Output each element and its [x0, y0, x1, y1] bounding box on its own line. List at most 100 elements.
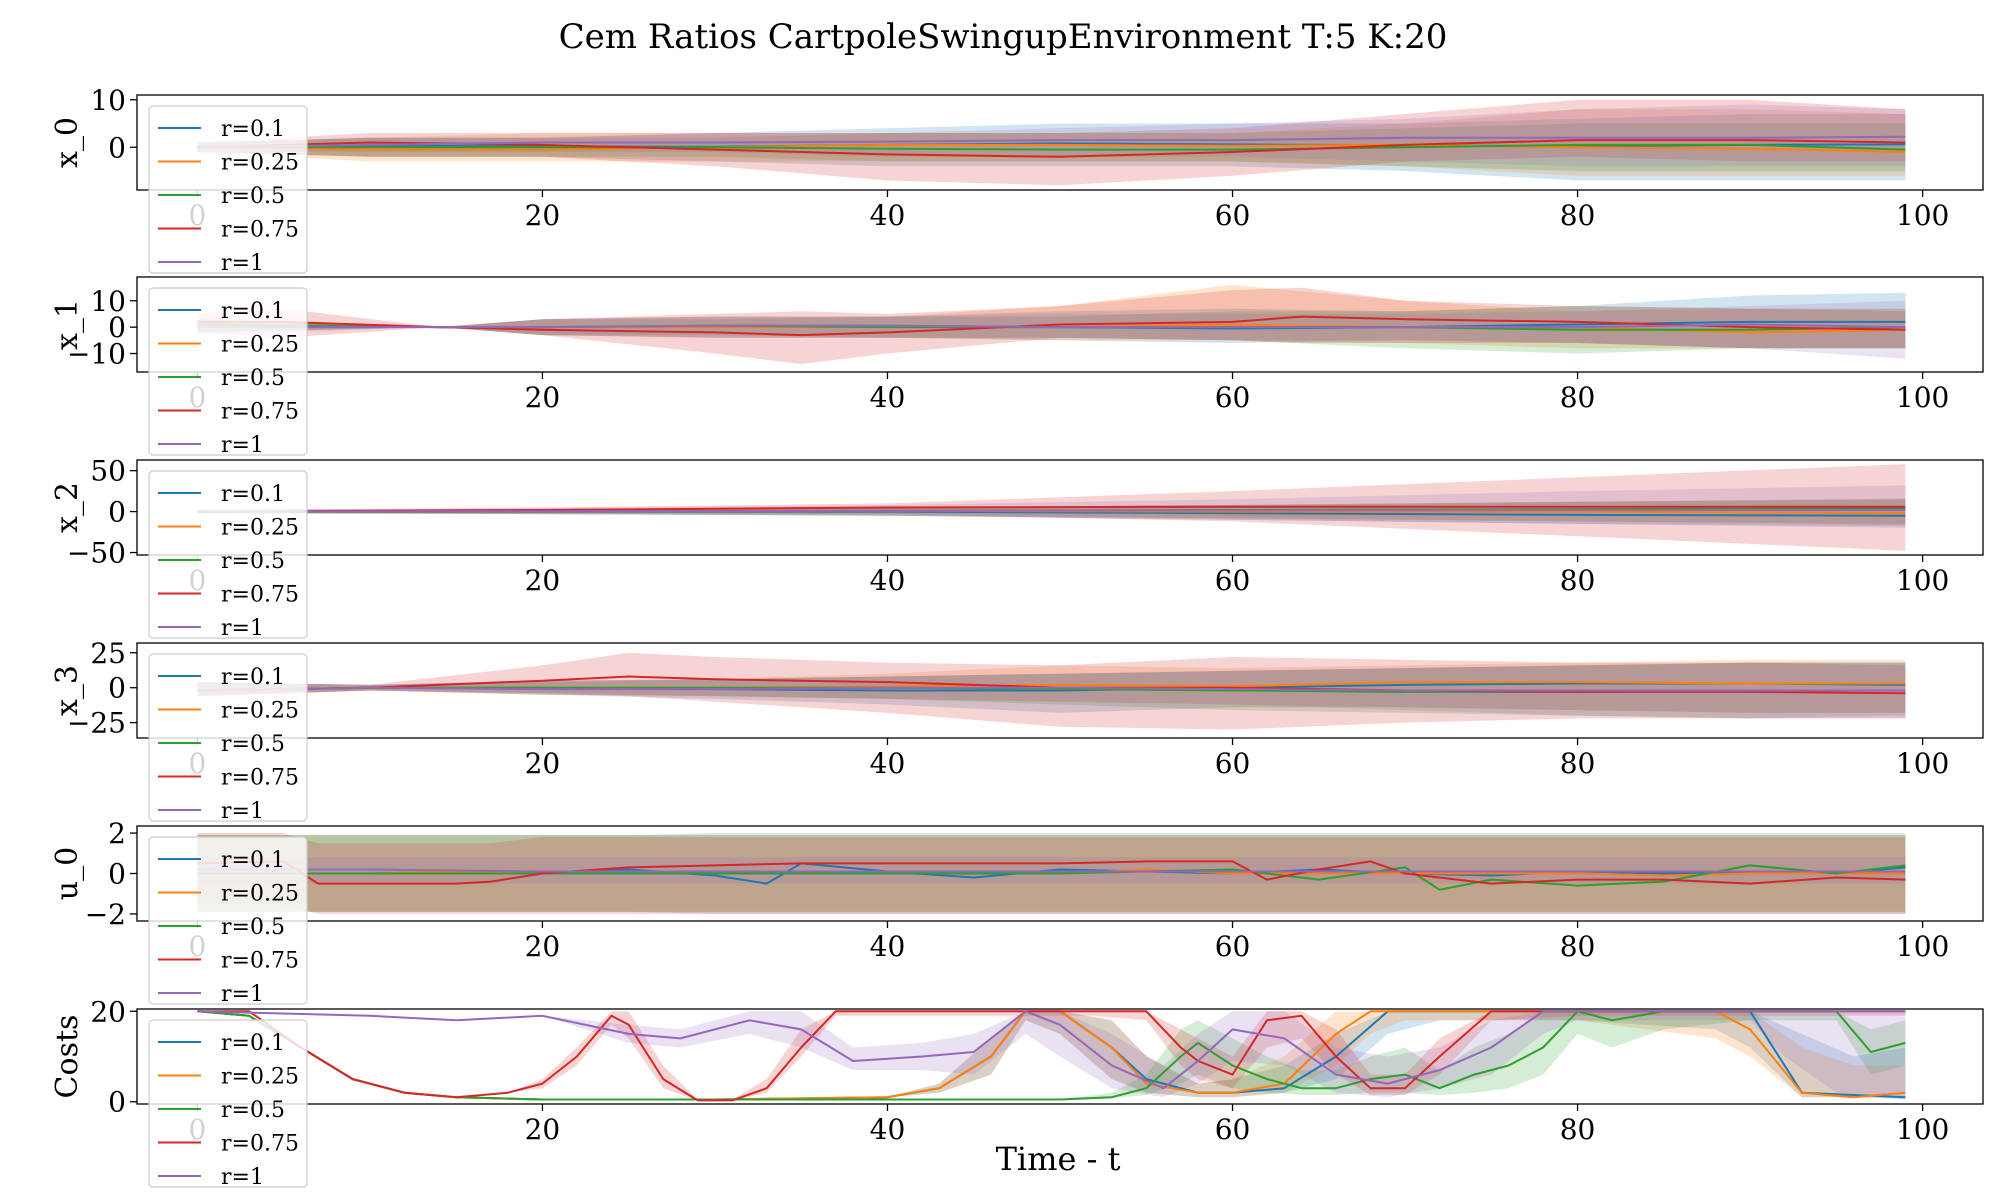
y-tick-label: 10 — [90, 84, 126, 117]
y-tick-label: 0 — [108, 1086, 126, 1119]
legend-entry: r=0.25 — [221, 882, 299, 907]
x-tick-label: 60 — [1215, 1113, 1251, 1146]
legend-entry: r=0.1 — [221, 482, 285, 507]
axes-frame — [136, 276, 1984, 373]
y-tick-label: −2 — [85, 898, 126, 931]
legend-entry: r=1 — [221, 433, 264, 458]
band-r=0.1 — [197, 114, 1906, 181]
legend-box — [148, 105, 308, 274]
legend-entry: r=0.75 — [221, 583, 299, 608]
legend-entry: r=0.75 — [221, 1132, 299, 1157]
legend-entry: r=0.25 — [221, 1065, 299, 1090]
line-r=1 — [197, 868, 1906, 873]
y-tick-label: 10 — [90, 285, 126, 318]
legend-entry: r=0.1 — [221, 848, 285, 873]
subplot-Costs: 020406080100020Costsr=0.1r=0.25r=0.5r=0.… — [50, 995, 1984, 1190]
mean-lines — [197, 135, 1906, 158]
x-tick-label: 100 — [1896, 747, 1949, 780]
legend-entry: r=0.5 — [221, 549, 285, 574]
x-tick-label: 40 — [870, 381, 906, 414]
legend-box — [148, 470, 308, 639]
subplot-x_0: 020406080100010x_0r=0.1r=0.25r=0.5r=0.75… — [50, 84, 1984, 276]
legend: r=0.1 r=0.25 r=0.5 r=0.75 r=1 — [148, 105, 308, 276]
legend-entry: r=0.1 — [221, 299, 285, 324]
band-r=0.5 — [197, 123, 1906, 171]
legend-entry: r=0.5 — [221, 366, 285, 391]
x-tick-label: 20 — [525, 199, 561, 232]
x-tick-label: 100 — [1896, 930, 1949, 963]
x-tick-label: 60 — [1215, 381, 1251, 414]
axes-frame — [136, 94, 1984, 191]
y-axis-label: x_2 — [50, 482, 85, 533]
legend-entry: r=0.25 — [221, 151, 299, 176]
band-r=1 — [197, 104, 1906, 167]
confidence-bands — [197, 1011, 1906, 1101]
x-tick-label: 40 — [870, 747, 906, 780]
x-tick-label: 60 — [1215, 564, 1251, 597]
x-tick-label: 20 — [525, 564, 561, 597]
x-tick-label: 40 — [870, 564, 906, 597]
legend-entry: r=1 — [221, 799, 264, 824]
band-r=0.1 — [197, 292, 1906, 349]
x-tick-label: 60 — [1215, 930, 1251, 963]
legend-entry: r=0.1 — [221, 665, 285, 690]
subplot-x_2: 020406080100−50050x_2r=0.1r=0.25r=0.5r=0… — [50, 455, 1984, 641]
legend: r=0.1 r=0.25 r=0.5 r=0.75 r=1 — [148, 653, 308, 824]
y-tick-label: 20 — [90, 995, 126, 1028]
x-tick-label: 100 — [1896, 199, 1949, 232]
x-tick-label: 80 — [1560, 930, 1596, 963]
x-tick-label: 100 — [1896, 564, 1949, 597]
y-tick-label: −10 — [67, 338, 126, 371]
line-r=1 — [197, 323, 1906, 329]
legend-box — [148, 653, 308, 822]
legend: r=0.1 r=0.25 r=0.5 r=0.75 r=1 — [148, 470, 308, 641]
legend-entry: r=0.1 — [221, 1031, 285, 1056]
subplot-u_0: 020406080100−202u_0r=0.1r=0.25r=0.5r=0.7… — [50, 817, 1984, 1007]
legend-entry: r=0.25 — [221, 516, 299, 541]
legend-entry: r=0.75 — [221, 766, 299, 791]
y-tick-label: 0 — [108, 496, 126, 529]
y-axis-label: x_3 — [50, 665, 85, 716]
legend-entry: r=1 — [221, 251, 264, 276]
x-tick-label: 80 — [1560, 381, 1596, 414]
band-r=0.5 — [197, 1011, 1906, 1100]
x-tick-label: 20 — [525, 381, 561, 414]
legend-box — [148, 1019, 308, 1188]
x-tick-label: 40 — [870, 199, 906, 232]
x-tick-label: 60 — [1215, 199, 1251, 232]
legend-entry: r=0.1 — [221, 117, 285, 142]
band-r=0.25 — [197, 659, 1906, 713]
line-r=1 — [197, 686, 1906, 692]
legend-entry: r=0.5 — [221, 1098, 285, 1123]
subplot-stack: 020406080100010x_0r=0.1r=0.25r=0.5r=0.75… — [50, 84, 1984, 1190]
legend-entry: r=0.75 — [221, 949, 299, 974]
figure-title: Cem Ratios CartpoleSwingupEnvironment T:… — [559, 17, 1448, 57]
legend-entry: r=0.25 — [221, 699, 299, 724]
line-r=1 — [197, 135, 1906, 149]
y-axis-label: x_0 — [50, 117, 85, 168]
x-tick-label: 80 — [1560, 1113, 1596, 1146]
line-r=0.75 — [197, 505, 1906, 513]
band-r=1 — [197, 300, 1906, 359]
legend-entry: r=0.75 — [221, 400, 299, 425]
mean-lines — [197, 675, 1906, 695]
x-tick-label: 20 — [525, 1113, 561, 1146]
subplot-x_3: 020406080100−25025x_3r=0.1r=0.25r=0.5r=0… — [50, 637, 1984, 824]
band-r=0.1 — [197, 1011, 1906, 1100]
x-tick-label: 80 — [1560, 199, 1596, 232]
x-tick-label: 40 — [870, 1113, 906, 1146]
legend-entry: r=0.5 — [221, 184, 285, 209]
legend-entry: r=0.5 — [221, 915, 285, 940]
line-r=1 — [197, 509, 1906, 513]
legend-entry: r=1 — [221, 1165, 264, 1190]
legend-entry: r=0.5 — [221, 732, 285, 757]
legend-entry: r=0.75 — [221, 218, 299, 243]
y-tick-label: 0 — [108, 672, 126, 705]
mean-lines — [197, 505, 1906, 517]
legend-entry: r=0.25 — [221, 333, 299, 358]
line-r=0.75 — [197, 675, 1906, 695]
mean-lines — [197, 1010, 1906, 1102]
band-r=0.25 — [197, 284, 1906, 349]
y-axis-label: u_0 — [50, 847, 85, 900]
y-tick-label: −50 — [67, 537, 126, 570]
